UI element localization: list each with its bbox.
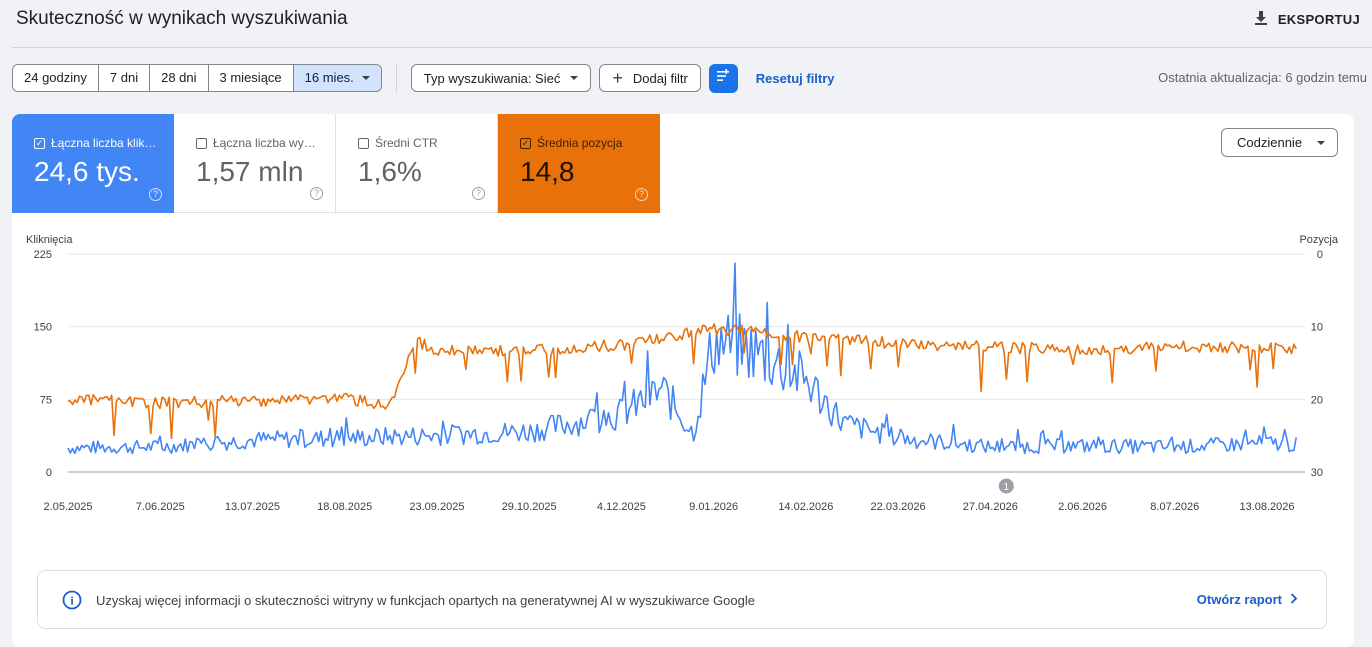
search-type-label: Typ wyszukiwania: Sieć: [423, 70, 561, 86]
reset-filters-link[interactable]: Resetuj filtry: [755, 70, 835, 86]
add-filter-button[interactable]: + Dodaj filtr: [599, 64, 701, 92]
svg-text:i: i: [70, 594, 74, 608]
metric-average-position[interactable]: ✓ Średnia pozycja 14,8 ?: [498, 114, 660, 213]
y-left-tick-label: 150: [34, 322, 52, 334]
range-3m[interactable]: 3 miesiące: [208, 65, 294, 91]
y-left-tick-label: 225: [34, 249, 52, 261]
x-tick-label: 18.08.2025: [317, 501, 372, 513]
y-left-tick-label: 0: [46, 467, 52, 479]
add-filter-label: Dodaj filtr: [632, 70, 688, 86]
plus-icon: +: [612, 68, 623, 88]
y-right-tick-label: 10: [1311, 322, 1323, 334]
range-28d[interactable]: 28 dni: [150, 65, 209, 91]
metric-position-value: 14,8: [520, 156, 575, 187]
metric-clicks-label: Łączna liczba klik…: [51, 136, 157, 150]
export-button[interactable]: EKSPORTUJ: [1252, 9, 1360, 30]
range-16m-label: 16 mies.: [304, 70, 354, 85]
metric-ctr-label: Średni CTR: [375, 136, 438, 150]
metric-impressions-value: 1,57 mln: [196, 156, 304, 187]
checkbox-checked-icon[interactable]: ✓: [34, 137, 45, 149]
checkbox-checked-icon[interactable]: ✓: [520, 137, 531, 149]
open-report-link[interactable]: Otwórz raport: [1197, 592, 1298, 607]
metric-ctr-value: 1,6%: [358, 156, 422, 187]
chevron-down-icon: [570, 76, 579, 80]
range-7d[interactable]: 7 dni: [98, 65, 151, 91]
x-tick-label: 14.02.2026: [778, 501, 833, 513]
y-left-tick-label: 75: [40, 394, 52, 406]
y-right-axis-title: Pozycja: [1299, 234, 1338, 246]
filter-settings-button[interactable]: [708, 63, 738, 93]
metric-total-impressions[interactable]: Łączna liczba wy… 1,57 mln ?: [174, 114, 336, 213]
range-16m[interactable]: 16 mies.: [293, 65, 381, 91]
filter-sliders-icon: [715, 68, 731, 89]
ai-info-banner: i Uzyskaj więcej informacji o skutecznoś…: [37, 570, 1327, 629]
metric-total-clicks[interactable]: ✓ Łączna liczba klik… 24,6 tys. ?: [12, 114, 174, 213]
position-series-line: [67, 323, 1297, 440]
download-icon: [1252, 9, 1270, 30]
performance-chart: Kliknięcia Pozycja 225 150 75 0 0 10 20 30 2.05.20…: [26, 234, 1339, 513]
chevron-right-icon: [1290, 592, 1298, 607]
header-divider: [12, 47, 1372, 48]
page-header: Skuteczność w wynikach wyszukiwania EKSP…: [0, 0, 1372, 40]
range-24h[interactable]: 24 godziny: [13, 65, 99, 91]
info-icon: i: [62, 590, 82, 610]
y-right-tick-label: 20: [1311, 394, 1323, 406]
annotation-marker: [998, 478, 1014, 494]
x-tick-label: 27.04.2026: [963, 501, 1018, 513]
help-icon[interactable]: ?: [472, 187, 485, 200]
y-left-axis-title: Kliknięcia: [26, 234, 73, 246]
search-type-dropdown[interactable]: Typ wyszukiwania: Sieć: [410, 64, 592, 92]
x-tick-label: 4.12.2025: [597, 501, 646, 513]
date-range-selector: 24 godziny 7 dni 28 dni 3 miesiące 16 mi…: [12, 64, 382, 92]
checkbox-unchecked-icon[interactable]: [196, 137, 207, 149]
checkbox-unchecked-icon[interactable]: [358, 137, 369, 149]
interval-dropdown[interactable]: Codziennie: [1221, 128, 1338, 157]
x-tick-label: 23.09.2025: [409, 501, 464, 513]
x-tick-label: 9.01.2026: [689, 501, 738, 513]
page-title: Skuteczność w wynikach wyszukiwania: [16, 8, 348, 29]
interval-label: Codziennie: [1237, 135, 1303, 150]
x-tick-label: 13.08.2026: [1239, 501, 1294, 513]
metric-average-ctr[interactable]: Średni CTR 1,6% ?: [336, 114, 498, 213]
metric-tiles: ✓ Łączna liczba klik… 24,6 tys. ? Łączna …: [12, 114, 660, 213]
help-icon[interactable]: ?: [635, 188, 648, 201]
last-update-text: Ostatnia aktualizacja: 6 godzin temu: [1158, 70, 1367, 85]
metric-position-label: Średnia pozycja: [537, 136, 623, 150]
x-tick-label: 29.10.2025: [502, 501, 557, 513]
x-tick-label: 2.05.2025: [44, 501, 93, 513]
performance-card: ✓ Łączna liczba klik… 24,6 tys. ? Łączna …: [12, 114, 1354, 647]
help-icon[interactable]: ?: [149, 188, 162, 201]
annotation-marker-label: 1: [1004, 482, 1010, 493]
help-icon[interactable]: ?: [310, 187, 323, 200]
chevron-down-icon: [1317, 140, 1325, 145]
y-right-tick-label: 30: [1311, 467, 1323, 479]
x-tick-label: 2.06.2026: [1058, 501, 1107, 513]
filter-separator: [395, 64, 397, 92]
clicks-series-line: [67, 262, 1297, 455]
x-tick-label: 7.06.2025: [136, 501, 185, 513]
x-tick-label: 13.07.2025: [225, 501, 280, 513]
metric-impressions-label: Łączna liczba wy…: [213, 136, 316, 150]
chevron-down-icon: [361, 76, 370, 80]
info-text: Uzyskaj więcej informacji o skuteczności…: [96, 593, 755, 608]
metric-clicks-value: 24,6 tys.: [34, 156, 140, 187]
y-right-tick-label: 0: [1317, 249, 1323, 261]
x-tick-label: 8.07.2026: [1150, 501, 1199, 513]
open-report-label: Otwórz raport: [1196, 592, 1282, 607]
filter-bar: 24 godziny 7 dni 28 dni 3 miesiące 16 mi…: [12, 63, 835, 93]
export-label: EKSPORTUJ: [1277, 12, 1360, 27]
x-tick-label: 22.03.2026: [871, 501, 926, 513]
